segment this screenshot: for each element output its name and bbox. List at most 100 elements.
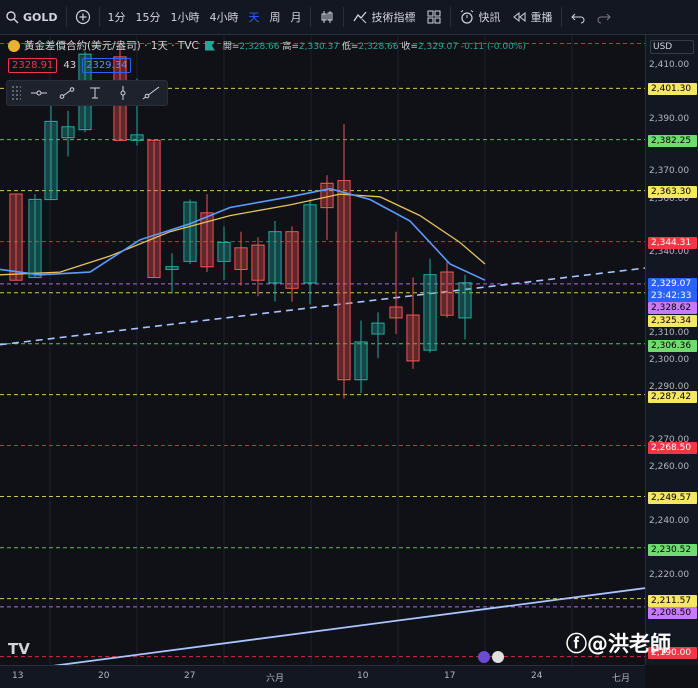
divider [342, 7, 344, 27]
buy-price-button[interactable]: 2329.34 [82, 58, 132, 73]
candle-fill [202, 213, 212, 266]
interval-4h[interactable]: 4小時 [209, 11, 239, 24]
price-tag: 2,208.50 [648, 607, 697, 619]
candle-fill [305, 205, 315, 282]
candle-fill [63, 127, 73, 137]
interval-1d[interactable]: 天 [248, 11, 260, 24]
price-tick: 2,360.00 [649, 194, 690, 204]
price-tag: 2,287.42 [648, 391, 697, 403]
moving-average-line [0, 193, 486, 276]
price-tag: 2,249.57 [648, 492, 697, 504]
divider [309, 7, 311, 27]
tradingview-logo: TV [8, 640, 30, 658]
support-trend-line [0, 587, 646, 674]
interval-1w[interactable]: 周 [269, 11, 281, 24]
search-icon [6, 11, 19, 24]
candle-fill [391, 308, 401, 317]
alarm-clock-icon [460, 10, 473, 24]
candle-fill [425, 275, 435, 350]
price-tag: 2,325.34 [648, 315, 697, 327]
rewind-icon [512, 11, 526, 23]
text-tool[interactable] [81, 82, 109, 104]
horizontal-ray-tool[interactable] [25, 82, 53, 104]
candle-fill [322, 184, 332, 207]
candle-body [423, 274, 437, 351]
candle-fill [219, 243, 229, 261]
alert-button[interactable]: 快訊 [454, 0, 506, 34]
candle-fill [167, 267, 177, 269]
quote-panel: 2328.91 43 2329.34 [8, 58, 132, 73]
redo-icon [597, 13, 611, 24]
redo-button[interactable] [591, 0, 617, 34]
candle-body [130, 134, 144, 141]
layouts-button[interactable] [421, 0, 447, 34]
price-tag: 2,211.57 [648, 595, 697, 607]
chart-pane[interactable] [0, 35, 646, 674]
ray-tool[interactable] [137, 82, 165, 104]
candle-body [354, 341, 368, 381]
price-axis[interactable]: USD 2,410.00 2,390.00 2,370.00 2,360.00 … [645, 35, 698, 665]
text-cursor-icon [90, 87, 100, 99]
replay-label: 重播 [530, 11, 553, 24]
drag-handle[interactable] [11, 85, 21, 101]
price-tick: 2,290.00 [649, 382, 690, 392]
candle-fill [339, 181, 349, 379]
flag-event-icon [492, 651, 504, 663]
trend-line [0, 267, 646, 346]
indicators-icon [352, 11, 367, 24]
trend-line-tool[interactable] [53, 82, 81, 104]
replay-button[interactable]: 重播 [506, 0, 558, 34]
chart-type-button[interactable] [314, 0, 340, 34]
time-tick: 27 [184, 671, 196, 681]
sell-price-button[interactable]: 2328.91 [8, 58, 58, 73]
interval-15m[interactable]: 15分 [135, 11, 161, 24]
economic-event-icon [478, 651, 490, 663]
candle-body [44, 120, 58, 201]
interval-1m[interactable]: 1分 [107, 11, 126, 24]
price-tag: 2,306.36 [648, 340, 697, 352]
candle-body [406, 314, 420, 362]
candle-body [217, 241, 231, 262]
candle-body [389, 306, 403, 319]
legend-title: 黃金差價合約(美元/盎司) · 1天 · TVC [24, 40, 199, 52]
price-tick: 2,340.00 [649, 247, 690, 257]
time-tick: 13 [12, 671, 24, 681]
indicators-button[interactable]: 技術指標 [347, 0, 421, 34]
candle-fill [132, 135, 142, 140]
horizontal-ray-icon [31, 90, 47, 96]
price-tick: 2,300.00 [649, 355, 690, 365]
divider [449, 7, 451, 27]
candles-icon [321, 11, 333, 23]
undo-icon [570, 13, 584, 24]
currency-selector[interactable]: USD [650, 40, 694, 54]
vertical-line-tool[interactable] [109, 82, 137, 104]
undo-button[interactable] [565, 0, 591, 34]
price-tick: 2,220.00 [649, 570, 690, 580]
low-label: 低= [341, 42, 359, 52]
symbol-name: GOLD [23, 10, 58, 24]
candle-body [9, 193, 23, 281]
vertical-line-icon [120, 86, 126, 100]
time-tick: 24 [531, 671, 543, 681]
open-label: 開= [222, 42, 240, 52]
price-tag: 2,328.62 [648, 302, 697, 314]
candle-fill [11, 195, 21, 280]
price-chart[interactable] [0, 35, 646, 674]
symbol-search-button[interactable]: GOLD [0, 0, 63, 34]
candle-body [303, 204, 317, 284]
price-tick: 2,270.00 [649, 435, 690, 445]
candle-fill [185, 203, 195, 261]
alert-label: 快訊 [478, 11, 501, 24]
author-watermark: ⓕ@洪老師 [566, 632, 671, 656]
divider [98, 7, 100, 27]
time-tick: 10 [357, 671, 369, 681]
interval-1h[interactable]: 1小時 [170, 11, 200, 24]
last-price-tag: 2,329.07 [648, 278, 697, 290]
candle-fill [236, 248, 246, 269]
countdown-tag: 23:42:33 [648, 290, 697, 302]
compare-button[interactable] [70, 0, 96, 34]
time-axis[interactable]: 13 20 27 六月 10 17 24 七月 [0, 665, 645, 688]
interval-1mo[interactable]: 月 [290, 11, 302, 24]
price-tick: 2,240.00 [649, 516, 690, 526]
low-value: 2,328.66 [358, 42, 399, 52]
